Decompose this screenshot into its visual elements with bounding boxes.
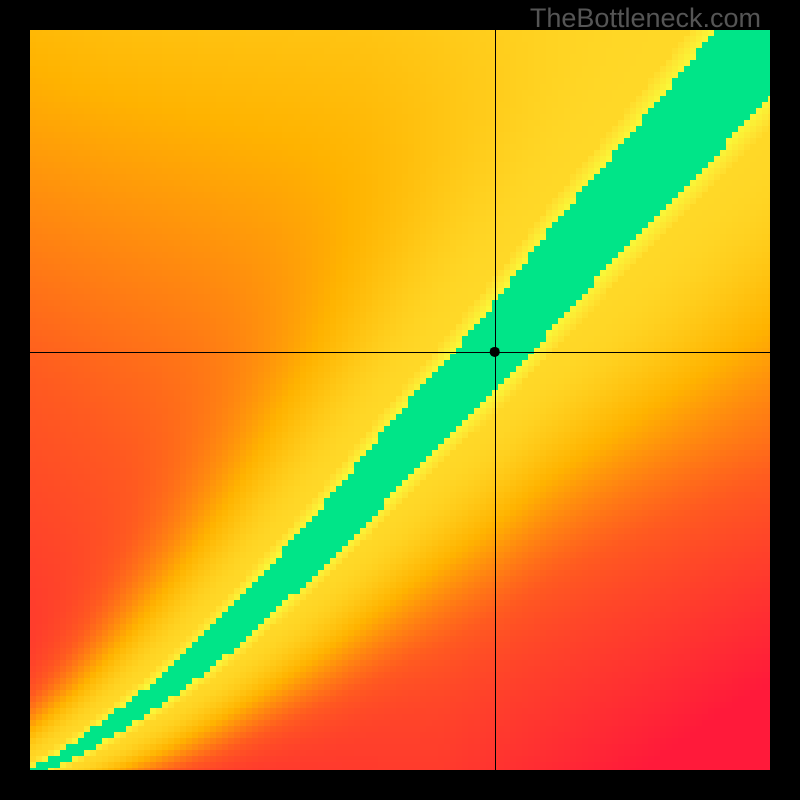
bottleneck-heatmap [0, 0, 800, 800]
